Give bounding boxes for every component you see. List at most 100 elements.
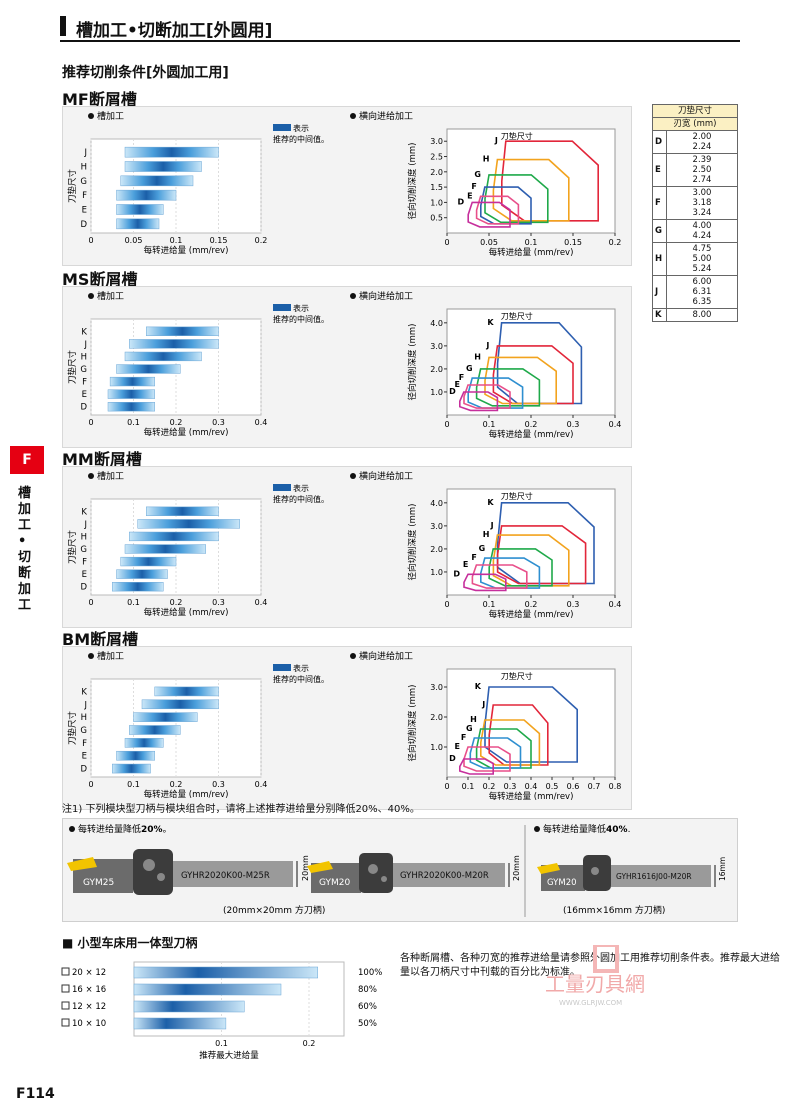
region-label: D [458,197,465,206]
tr-x-tick: 0.2 [609,238,622,247]
width-values: 3.00 3.18 3.24 [666,186,738,220]
bar-category: G [80,726,87,736]
width-value: 3.18 [692,198,712,208]
feed-bar [137,519,240,529]
table-row: H 4.75 5.00 5.24 [652,242,738,276]
region-label: F [461,733,466,742]
small-feed-bar [133,966,318,979]
bar-y-label: 刀垫尺寸 [67,711,78,746]
legend-line1: 表示 [293,123,309,133]
reduction-panel: 每转进给量降低20%。 每转进给量降低40%. GYM25 GYHR2020K0… [62,818,738,922]
traverse-label: 横向进给加工 [359,110,413,122]
watermark-brand: 工量刃具網 [545,972,645,996]
region-label: K [475,682,482,691]
bar-category: F [82,191,87,201]
insert-size-key: K [652,308,667,322]
feed-bar [129,725,181,735]
bar-x-tick: 0.2 [170,598,183,607]
watermark: 工量刃具網 WWW.GLRJW.COM [545,945,645,1007]
section-title: MS断屑槽 [62,270,138,289]
bar-category: H [81,163,87,173]
small-pct: 80% [358,985,377,995]
tr-x-tick: 0.2 [525,420,538,429]
bar-x-tick: 0 [88,236,93,245]
region-label: K [487,318,494,327]
table-row: J 6.00 6.31 6.35 [652,275,738,309]
insert-size-table: 刀垫尺寸 刃宽 (mm) D 2.00 2.24 E 2.39 2.50 2.74 F 3.00… [652,104,738,322]
feed-bar [133,712,198,722]
tr-x-tick: 0.3 [567,420,580,429]
small-x-tick: 0.2 [303,1039,316,1048]
bar-x-tick: 0 [88,418,93,427]
small-feed-bar [133,983,282,996]
bar-x-tick: 0.4 [255,780,268,789]
small-lathe-desc: 各种断屑槽、各种刃宽的推荐进给量请参照外圆加工用推荐切削条件表。推荐最大进给量以… [400,953,780,978]
groove-label: 槽加工 [97,470,124,482]
width-value: 2.74 [692,175,712,185]
section-panel: 槽加工 横向进给加工 表示 推荐的中间值。 0 0.1 0.2 0.3 0.4 每转进给量 (mm… [62,646,632,810]
legend-line2: 推荐的中间值。 [273,134,329,144]
small-size: 20 × 12 [72,968,106,978]
feed-bar [107,402,155,412]
bar-x-label: 每转进给量 (mm/rev) [144,789,229,800]
tr-x-tick: 0.4 [525,782,538,791]
bar-x-tick: 0.3 [212,418,225,427]
page-title: 槽加工•切断加工[外圆用] [76,21,273,41]
tr-x-tick: 0.15 [564,238,582,247]
bar-category: K [81,507,87,517]
bar-x-tick: 0.4 [255,418,268,427]
region-label: D [449,387,456,396]
bar-y-label: 刀垫尺寸 [67,530,78,565]
section-title: MM断屑槽 [62,450,142,469]
width-value: 4.24 [692,231,712,241]
small-x-tick: 0.1 [215,1039,228,1048]
tr-x-tick: 0.6 [567,782,580,791]
feed-bar [129,531,219,542]
feed-bar [154,686,219,697]
legend-line2: 推荐的中间值。 [273,314,329,324]
region-label: F [471,182,476,191]
tr-y-tick: 2.0 [430,365,443,374]
tool1-holder: GYHR2020K00-M25R [181,871,270,881]
legend-line1: 表示 [293,303,309,313]
tr-y-label: 径向切削深度 (mm) [407,324,418,401]
feed-bar [141,699,219,710]
bar-x-tick: 0.2 [170,780,183,789]
traverse-label: 横向进给加工 [359,290,413,302]
traverse-region [458,758,495,775]
tr-y-tick: 1.0 [430,198,443,207]
tr-x-tick: 0.3 [504,782,517,791]
tr-x-label: 每转进给量 (mm/rev) [489,247,574,258]
feed-bar [112,763,151,774]
table-row: E 2.39 2.50 2.74 [652,153,738,187]
bar-x-label: 每转进给量 (mm/rev) [144,427,229,438]
bar-x-tick: 0.3 [212,598,225,607]
side-tab[interactable]: F [10,446,44,474]
tr-insert-label: 刀垫尺寸 [501,131,533,141]
tool3-module: GYM20 [547,878,577,888]
feed-bar [116,750,155,761]
tool1-module: GYM25 [83,878,114,888]
page-number: F114 [16,1086,55,1102]
bar-x-tick: 0.1 [170,236,183,245]
tr-y-tick: 1.0 [430,568,443,577]
small-x-label: 推荐最大进给量 [199,1050,259,1061]
traverse-region [463,573,507,592]
reduce-left-pct: 20% [141,825,163,835]
width-values: 8.00 [666,308,738,322]
feed-bar [116,189,177,201]
bar-category: F [82,378,87,388]
bar-x-label: 每转进给量 (mm/rev) [144,607,229,618]
tr-x-tick: 0.4 [609,420,622,429]
bar-category: H [81,713,87,723]
section-panel: 槽加工 横向进给加工 表示 推荐的中间值。 0 0.1 0.2 0.3 0.4 每转进给量 (mm… [62,466,632,628]
tr-insert-label: 刀垫尺寸 [501,311,533,321]
groove-label: 槽加工 [97,110,124,122]
region-label: D [449,754,456,763]
section-panel: 槽加工 横向进给加工 表示 推荐的中间值。 0 0.05 0.1 0.15 0.2 每转进给量 (… [62,106,632,266]
tr-x-tick: 0.1 [483,420,496,429]
header-bar [60,16,66,36]
